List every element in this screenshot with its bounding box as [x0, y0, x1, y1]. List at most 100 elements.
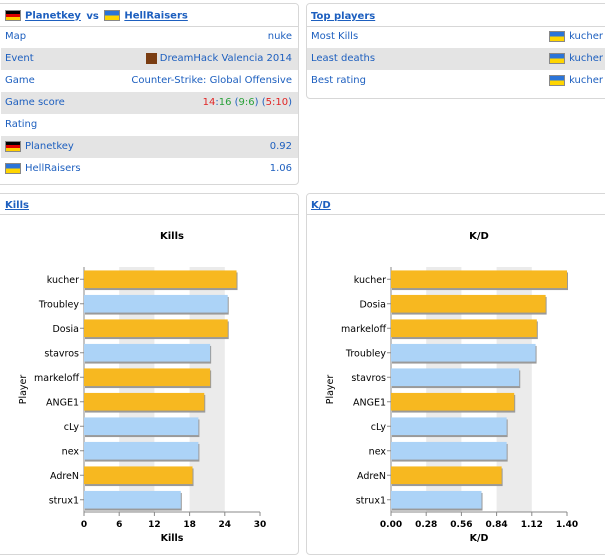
least-deaths-row: Least deaths kucher [307, 48, 605, 70]
rating-team1-value: 0.92 [269, 141, 292, 152]
kills-y-tick-label: strux1 [49, 495, 79, 506]
vs-label: vs [86, 10, 99, 22]
rating-label: Rating [5, 119, 38, 130]
game-row: Game Counter-Strike: Global Offensive [1, 70, 298, 92]
game-label: Game [5, 75, 35, 86]
kills-y-axis-label: Player [18, 375, 29, 405]
kills-panel-title[interactable]: Kills [5, 200, 29, 211]
kills-y-tick-label: markeloff [34, 373, 79, 384]
kd-bar-strux1 [391, 490, 482, 509]
kills-bar-kucher [84, 270, 237, 289]
rating-header-row: Rating [1, 114, 298, 136]
kills-x-tick-label: 12 [148, 520, 161, 530]
kills-x-tick-label: 6 [116, 520, 122, 530]
kd-panel: K/D K/D kucher Dosia markeloff Troubley stavr… [306, 193, 605, 555]
kills-y-tick-label: stavros [44, 348, 79, 359]
kd-y-tick-label: kucher [354, 275, 386, 286]
rating-row-team1: Planetkey 0.92 [1, 136, 298, 158]
germany-flag-icon [5, 10, 21, 21]
match-header: Planetkey vs HellRaisers [0, 4, 298, 27]
top-players-panel: Top players Most Kills kucher Least deat… [306, 3, 605, 99]
event-label: Event [5, 53, 34, 64]
kd-x-tick-label: 0.84 [485, 520, 507, 530]
kd-x-axis-label: K/D [470, 533, 489, 544]
best-rating-row: Best rating kucher [307, 70, 605, 92]
kills-panel: Kills Kills kucher Troubley Dosia stavros mar… [0, 193, 299, 555]
kills-y-tick-label: AdreN [50, 471, 79, 482]
kills-y-tick-label: cLy [64, 422, 80, 433]
least-deaths-player[interactable]: kucher [569, 53, 603, 64]
kills-bar-stavros [84, 343, 211, 362]
kd-bar-markeloff [391, 319, 537, 338]
kd-x-tick-label: 1.12 [521, 520, 543, 530]
rating-team2-link[interactable]: HellRaisers [25, 163, 81, 174]
kd-y-axis-label: Player [325, 375, 336, 405]
kd-bar-Troubley [391, 343, 536, 362]
kd-y-tick-label: markeloff [341, 324, 386, 335]
team1-link[interactable]: Planetkey [25, 10, 81, 22]
map-row: Map nuke [1, 26, 298, 48]
kills-chart: Kills kucher Troubley Dosia stavros markeloff… [18, 231, 267, 544]
kills-x-tick-label: 30 [254, 520, 267, 530]
kd-bar-AdreN [391, 466, 502, 485]
most-kills-player[interactable]: kucher [569, 31, 603, 42]
kills-bar-Troubley [84, 294, 228, 313]
kd-bar-ANGE1 [391, 392, 515, 411]
kd-bar-Dosia [391, 294, 546, 313]
event-value[interactable]: DreamHack Valencia 2014 [159, 53, 292, 64]
score-separator: : [215, 97, 219, 108]
team2-link[interactable]: HellRaisers [124, 10, 188, 22]
game-score: 14:16 (9:6) (5:10) [202, 97, 292, 108]
kd-bar-stavros [391, 368, 520, 387]
top-players-title[interactable]: Top players [311, 11, 376, 22]
kd-y-tick-label: ANGE1 [353, 397, 386, 408]
kd-y-tick-label: cLy [371, 422, 387, 433]
kd-chart: K/D kucher Dosia markeloff Troubley stavros AN… [325, 231, 578, 544]
kills-x-tick-label: 0 [81, 520, 87, 530]
kd-x-tick-label: 0.00 [380, 520, 402, 530]
score-team1: 14 [202, 97, 216, 108]
event-row: Event DreamHack Valencia 2014 [1, 48, 298, 70]
kd-y-tick-label: Dosia [359, 299, 386, 310]
ukraine-flag-icon [549, 30, 566, 42]
map-value[interactable]: nuke [267, 31, 292, 42]
kills-y-tick-label: Dosia [52, 324, 79, 335]
score-label: Game score [5, 97, 65, 108]
ukraine-flag-icon [549, 52, 566, 64]
kd-chart-title: K/D [469, 231, 489, 242]
kills-bar-cLy [84, 417, 199, 436]
kills-y-tick-label: kucher [47, 275, 79, 286]
game-value[interactable]: Counter-Strike: Global Offensive [131, 75, 292, 86]
kills-bar-Dosia [84, 319, 228, 338]
kd-y-tick-label: stavros [351, 373, 386, 384]
kills-bar-markeloff [84, 368, 211, 387]
kd-x-tick-label: 1.40 [556, 520, 578, 530]
kd-panel-title[interactable]: K/D [311, 200, 331, 211]
map-label: Map [5, 31, 27, 42]
score-team2: 16 [218, 97, 232, 108]
kills-panel-header: Kills [0, 194, 298, 215]
rating-row-team2: HellRaisers 1.06 [1, 158, 298, 180]
most-kills-label: Most Kills [311, 31, 359, 42]
kills-x-axis-label: Kills [161, 533, 184, 544]
score-half1: 9:6 [238, 97, 255, 108]
kills-bar-AdreN [84, 466, 193, 485]
kills-y-tick-label: Troubley [38, 299, 79, 310]
kills-x-tick-label: 18 [183, 520, 196, 530]
ukraine-flag-icon [5, 162, 21, 174]
kills-chart-title: Kills [160, 231, 184, 242]
best-rating-label: Best rating [311, 75, 366, 86]
kills-bar-strux1 [84, 490, 181, 509]
kd-x-tick-label: 0.56 [450, 520, 472, 530]
score-row: Game score 14:16 (9:6) (5:10) [1, 92, 298, 114]
kd-x-tick-label: 0.28 [415, 520, 437, 530]
best-rating-player[interactable]: kucher [569, 75, 603, 86]
kd-bar-nex [391, 441, 507, 460]
match-info-panel: Planetkey vs HellRaisers Map nuke Event … [0, 3, 299, 185]
rating-team1-link[interactable]: Planetkey [25, 141, 74, 152]
score-half2: 5:10 [265, 97, 289, 108]
kd-y-tick-label: AdreN [357, 471, 386, 482]
kd-y-tick-label: nex [369, 446, 387, 457]
ukraine-flag-icon [104, 10, 121, 21]
kd-bar-kucher [391, 270, 567, 289]
